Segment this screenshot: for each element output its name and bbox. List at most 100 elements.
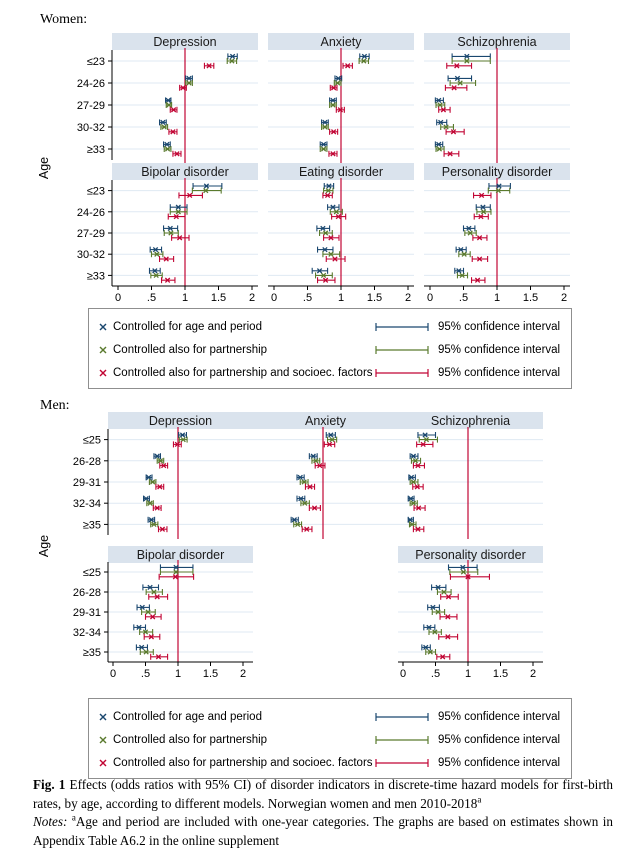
panel-title: Anxiety — [305, 414, 347, 428]
panel-title: Schizophrenia — [457, 35, 536, 49]
point-marker — [330, 204, 336, 210]
point-marker — [460, 564, 466, 571]
x-marker-icon — [97, 321, 113, 333]
point-marker — [320, 272, 327, 279]
point-marker — [441, 589, 447, 595]
point-marker — [414, 484, 420, 490]
point-marker — [151, 589, 157, 595]
ci-line-icon — [374, 734, 430, 746]
ci-label: 95% confidence interval — [438, 343, 561, 356]
point-marker — [164, 146, 171, 152]
point-marker — [154, 505, 160, 511]
ci-label: 95% confidence interval — [438, 366, 561, 379]
ci-line-icon — [374, 711, 430, 723]
age-tick-label: ≤25 — [83, 435, 101, 447]
point-marker — [445, 594, 452, 600]
point-marker — [478, 213, 484, 220]
x-tick-label: .5 — [303, 292, 312, 304]
caption-notes: Notes: aAge and period are included with… — [33, 813, 613, 850]
panel-header — [398, 546, 543, 563]
point-marker — [206, 63, 212, 69]
age-tick-label: 29-31 — [73, 477, 101, 489]
panel-header — [268, 33, 414, 50]
point-marker — [436, 141, 442, 148]
point-marker — [420, 441, 426, 448]
point-marker — [361, 53, 368, 60]
age-tick-label: 27-29 — [77, 228, 105, 240]
age-tick-label: ≥35 — [83, 647, 101, 659]
point-marker — [170, 107, 177, 113]
point-marker — [187, 192, 193, 199]
point-marker — [320, 146, 327, 152]
point-marker — [495, 187, 501, 194]
panel-title: Personality disorder — [442, 165, 552, 179]
point-marker — [161, 124, 167, 130]
age-tick-label: ≥35 — [83, 519, 101, 531]
point-marker — [316, 268, 323, 274]
legend-item-age-period: Controlled for age and period 95% confid… — [89, 705, 571, 728]
ci-label: 95% confidence interval — [438, 320, 561, 333]
point-marker — [152, 268, 158, 274]
ci-line-icon — [374, 344, 430, 356]
x-tick-label: 1.5 — [523, 292, 538, 304]
point-marker — [436, 146, 443, 152]
legend-men: Controlled for age and period 95% confid… — [88, 698, 572, 779]
x-tick-label: .5 — [459, 292, 468, 304]
point-marker — [438, 119, 444, 126]
point-marker — [330, 97, 336, 104]
point-marker — [175, 204, 181, 210]
point-marker — [147, 500, 153, 506]
x-tick-label: 1.5 — [493, 668, 508, 680]
panel-title: Depression — [149, 414, 212, 428]
point-marker — [161, 462, 167, 469]
x-tick-label: 1 — [338, 292, 344, 304]
point-marker — [451, 85, 457, 91]
panel-header — [112, 33, 258, 50]
age-tick-label: ≤25 — [83, 567, 101, 579]
panel-title: Depression — [153, 35, 216, 49]
notes-superscript: a — [71, 813, 76, 824]
point-marker — [229, 53, 236, 60]
point-marker — [328, 235, 334, 241]
point-marker — [461, 251, 467, 257]
point-marker — [330, 85, 337, 91]
point-marker — [176, 235, 183, 241]
legend-item-label: Controlled also for partnership — [113, 733, 268, 746]
x-marker-icon — [97, 711, 113, 723]
point-marker — [458, 246, 464, 253]
point-marker — [148, 517, 155, 523]
point-marker — [179, 432, 186, 438]
x-tick-label: .5 — [431, 668, 440, 680]
point-marker — [330, 129, 337, 135]
point-marker — [151, 521, 157, 528]
women-section-label: Women: — [40, 12, 88, 27]
point-marker — [437, 102, 443, 108]
point-marker — [152, 246, 159, 253]
point-marker — [334, 80, 341, 86]
point-marker — [154, 251, 160, 257]
point-marker — [320, 141, 327, 148]
point-marker — [174, 151, 180, 157]
point-marker — [143, 649, 149, 655]
panel-header — [112, 163, 258, 180]
point-marker — [136, 624, 142, 631]
age-tick-label: 27-29 — [77, 100, 105, 112]
point-marker — [157, 484, 163, 490]
panel-header — [424, 163, 570, 180]
point-marker — [172, 574, 179, 580]
point-marker — [148, 634, 155, 640]
point-marker — [454, 63, 460, 69]
point-marker — [175, 209, 181, 215]
legend-item-socioec: Controlled also for partnership and soci… — [89, 361, 571, 384]
legend-item-label: Controlled also for partnership and soci… — [113, 756, 373, 769]
x-tick-label: 2 — [530, 668, 536, 680]
point-marker — [324, 192, 331, 199]
point-marker — [447, 151, 453, 157]
point-marker — [146, 474, 152, 481]
point-marker — [361, 58, 367, 64]
caption-line: Fig. 1 Effects (odds ratios with 95% CI)… — [33, 776, 613, 813]
x-tick-label: 2 — [561, 292, 567, 304]
x-tick-label: 1 — [465, 668, 471, 680]
point-marker — [138, 644, 145, 651]
x-tick-label: 0 — [115, 292, 121, 304]
